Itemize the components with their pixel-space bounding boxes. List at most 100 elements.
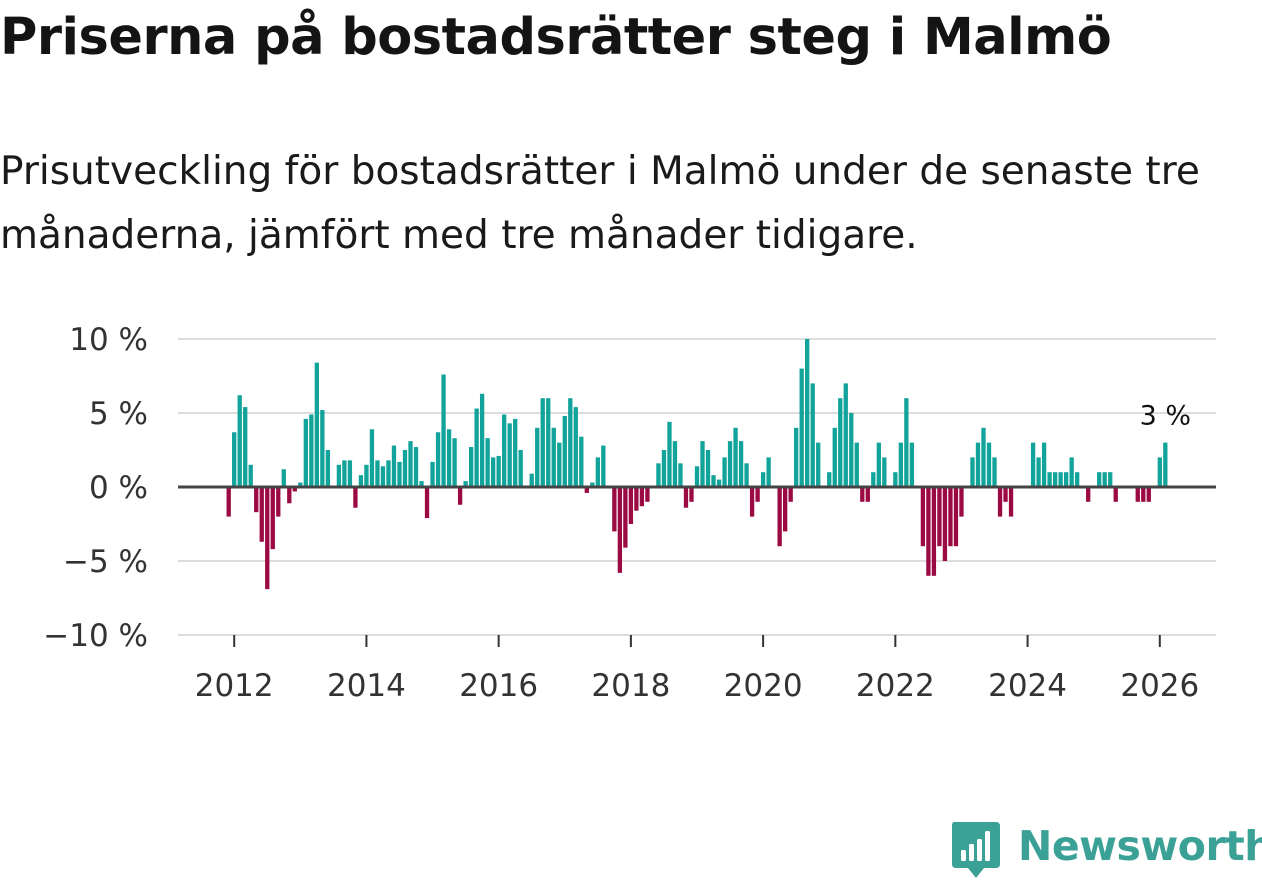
bar (777, 487, 782, 547)
chart-title: Priserna på bostadsrätter steg i Malmö (0, 8, 1112, 67)
bar (441, 374, 446, 487)
bar (1108, 472, 1113, 487)
bar (287, 487, 292, 504)
bar (623, 487, 628, 548)
bars (226, 339, 1168, 590)
bar (446, 429, 452, 487)
bar (1052, 472, 1058, 487)
newsworthy-logo-text: Newsworthy (1018, 822, 1262, 870)
bar (975, 442, 981, 487)
bar (502, 414, 507, 487)
bar (546, 398, 551, 487)
bar (788, 487, 793, 502)
bar (986, 442, 992, 487)
bar (424, 487, 430, 519)
x-tick-label: 2014 (327, 668, 406, 704)
x-axis-ticks: 2012 2014 2016 2018 2020 2022 2024 2026 (195, 635, 1199, 704)
bar (309, 414, 314, 487)
bar (920, 487, 926, 547)
bar (557, 442, 562, 487)
newsworthy-logo[interactable]: Newsworthy (950, 818, 1262, 878)
bar (1157, 457, 1162, 487)
bar (243, 407, 248, 487)
bar (237, 395, 242, 487)
bar (457, 487, 463, 505)
bar (992, 457, 997, 487)
bar (248, 464, 253, 487)
bar (727, 441, 733, 487)
bar (1135, 487, 1140, 502)
bar (232, 432, 237, 487)
bar (1141, 487, 1146, 502)
bar (276, 487, 281, 517)
bar (909, 442, 915, 487)
y-tick-label: 5 % (89, 396, 148, 432)
bar (1069, 457, 1074, 487)
x-tick-label: 2016 (459, 668, 538, 704)
bar (1036, 457, 1041, 487)
bar (783, 487, 788, 532)
bar (634, 487, 639, 511)
x-tick-label: 2024 (988, 668, 1067, 704)
bar (430, 461, 435, 487)
bar (1047, 472, 1052, 487)
bar (832, 427, 837, 487)
bar (391, 445, 397, 487)
bar (689, 487, 694, 502)
bar (876, 442, 881, 487)
bar (827, 472, 832, 487)
bar (838, 398, 843, 487)
bar (639, 487, 645, 507)
bar (369, 429, 375, 487)
bar (435, 432, 441, 487)
bar (711, 475, 716, 487)
bar (474, 408, 479, 487)
bar (1075, 472, 1080, 487)
bar (419, 481, 424, 487)
bar (320, 410, 325, 487)
bar (948, 487, 953, 547)
bar (893, 472, 898, 487)
bar (540, 398, 545, 487)
bar (314, 362, 319, 487)
bar (628, 487, 634, 524)
bar (794, 427, 799, 487)
bar (810, 383, 815, 487)
bar (805, 339, 810, 487)
bar (738, 441, 744, 487)
bar (1063, 472, 1069, 487)
bar (270, 487, 275, 550)
bar (672, 441, 678, 487)
x-tick-label: 2022 (856, 668, 935, 704)
bar (953, 487, 959, 547)
last-value-label: 3 % (1140, 401, 1191, 432)
bar (926, 487, 931, 576)
x-tick-label: 2012 (195, 668, 274, 704)
bar (479, 393, 485, 487)
bar (342, 460, 347, 487)
bar (1163, 442, 1168, 487)
bar (1008, 487, 1014, 517)
bar (325, 450, 331, 487)
bar (568, 398, 573, 487)
bar (617, 487, 623, 573)
bar (755, 487, 760, 502)
bar (265, 487, 270, 590)
bar (849, 413, 854, 487)
bar (959, 487, 964, 517)
bar (1097, 472, 1102, 487)
chart-subtitle: Prisutveckling för bostadsrätter i Malmö… (0, 149, 1200, 258)
x-tick-label: 2018 (591, 668, 670, 704)
bar (298, 482, 303, 487)
bar (535, 427, 540, 487)
bar (766, 457, 771, 487)
y-axis-tick-labels: 10 % 5 % 0 % −5 % −10 % (43, 322, 148, 654)
bar (468, 447, 474, 487)
bar (336, 464, 342, 487)
bar (513, 418, 518, 487)
bar (358, 475, 364, 487)
bar (843, 383, 848, 487)
bar (1113, 487, 1118, 502)
bar (386, 460, 391, 487)
bar (733, 427, 738, 487)
